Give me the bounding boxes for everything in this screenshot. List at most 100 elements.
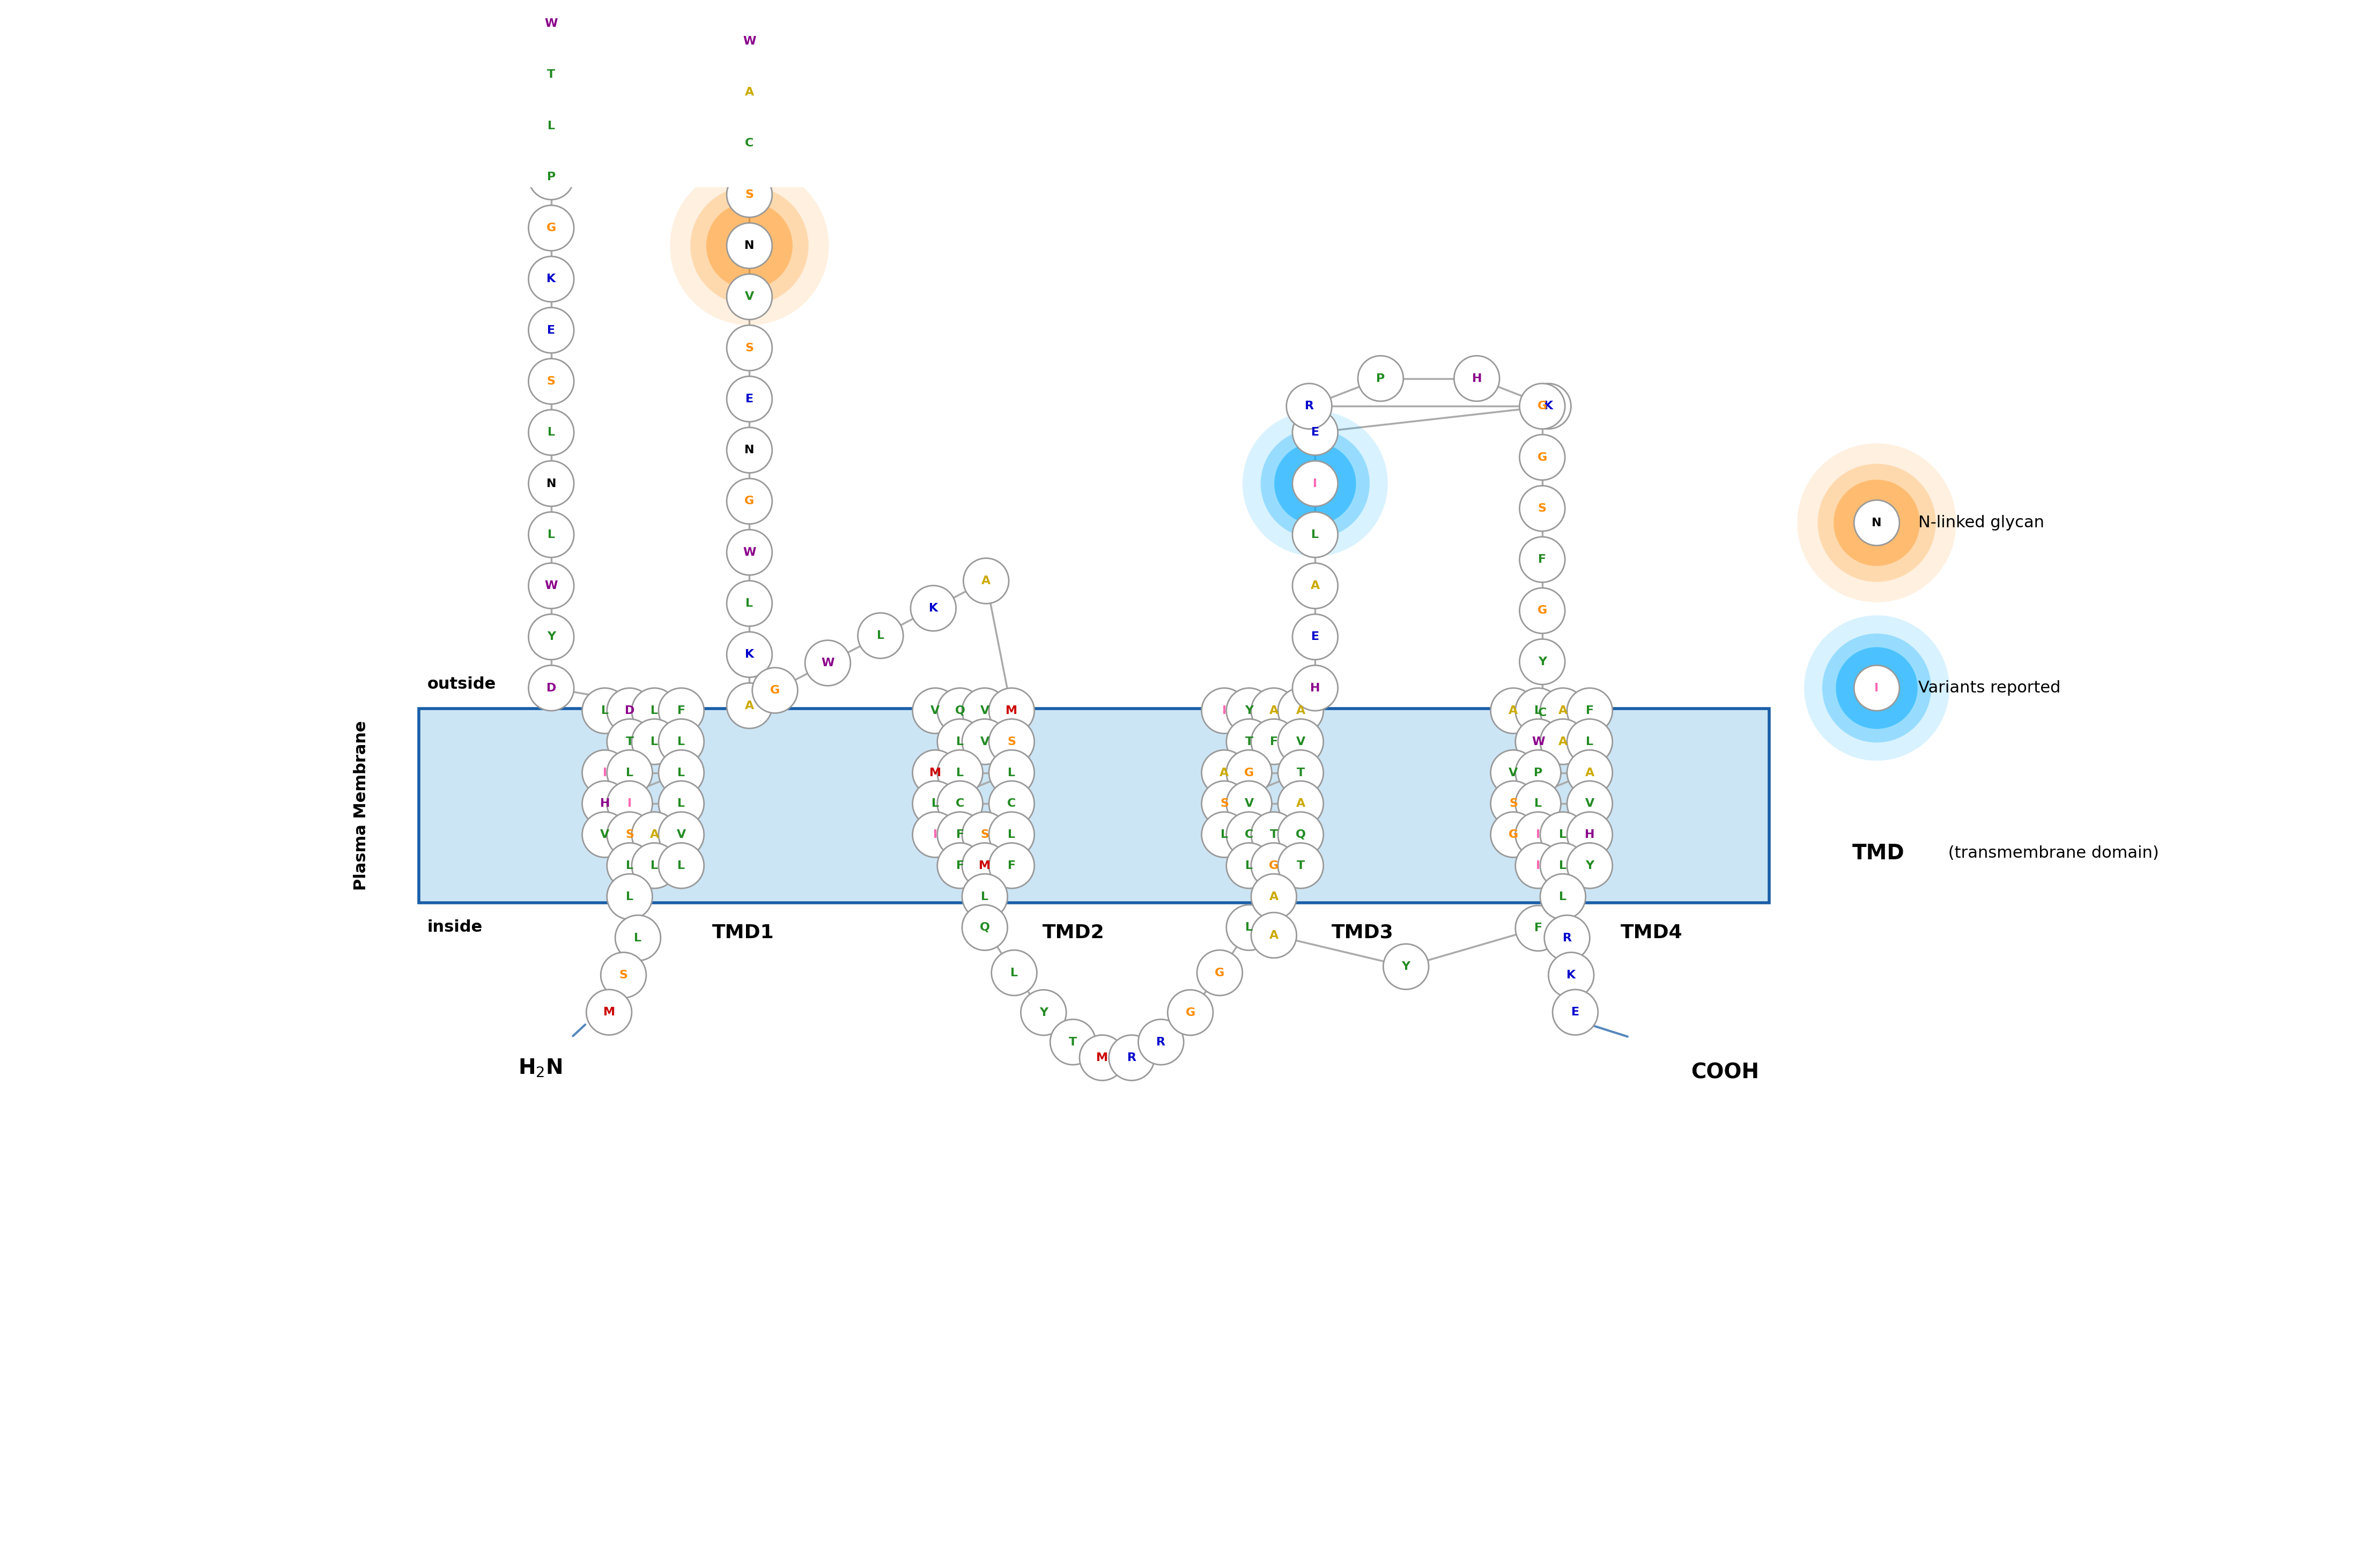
Text: M: M bbox=[928, 767, 940, 778]
Circle shape bbox=[962, 873, 1007, 920]
Circle shape bbox=[1516, 687, 1561, 734]
Text: V: V bbox=[981, 706, 990, 715]
Circle shape bbox=[726, 428, 771, 473]
Text: H: H bbox=[1585, 829, 1595, 840]
Circle shape bbox=[528, 359, 574, 405]
Circle shape bbox=[912, 812, 957, 858]
Text: K: K bbox=[1545, 401, 1552, 411]
Text: Variants reported: Variants reported bbox=[1918, 681, 2061, 695]
Text: C: C bbox=[745, 137, 754, 148]
Circle shape bbox=[1566, 719, 1611, 764]
Circle shape bbox=[1540, 687, 1585, 734]
Text: G: G bbox=[1537, 606, 1547, 615]
Text: L: L bbox=[547, 426, 555, 437]
Text: W: W bbox=[821, 658, 835, 669]
Text: inside: inside bbox=[428, 920, 483, 936]
Text: A: A bbox=[1269, 706, 1278, 715]
Text: L: L bbox=[678, 736, 685, 747]
Text: L: L bbox=[650, 861, 659, 872]
Circle shape bbox=[583, 781, 628, 826]
Text: S: S bbox=[547, 376, 555, 387]
Circle shape bbox=[1081, 1036, 1126, 1081]
Circle shape bbox=[1383, 943, 1428, 989]
Circle shape bbox=[726, 223, 771, 269]
Text: V: V bbox=[931, 706, 940, 715]
Circle shape bbox=[1226, 781, 1271, 826]
Circle shape bbox=[912, 687, 957, 734]
Circle shape bbox=[1516, 781, 1561, 826]
Circle shape bbox=[1261, 430, 1368, 537]
Circle shape bbox=[1292, 461, 1338, 506]
Circle shape bbox=[659, 781, 704, 826]
Text: V: V bbox=[981, 736, 990, 747]
Circle shape bbox=[1050, 1020, 1095, 1065]
Circle shape bbox=[1516, 812, 1561, 858]
Circle shape bbox=[1540, 843, 1585, 889]
Circle shape bbox=[1278, 719, 1323, 764]
Circle shape bbox=[1818, 464, 1935, 583]
Circle shape bbox=[857, 612, 904, 658]
Text: A: A bbox=[1297, 798, 1304, 809]
Text: T: T bbox=[1297, 861, 1304, 872]
Circle shape bbox=[528, 409, 574, 455]
Circle shape bbox=[528, 205, 574, 251]
Circle shape bbox=[1226, 750, 1271, 795]
Circle shape bbox=[938, 843, 983, 889]
Text: I: I bbox=[628, 798, 631, 809]
Text: I: I bbox=[1535, 861, 1540, 872]
Circle shape bbox=[990, 812, 1035, 858]
Circle shape bbox=[938, 719, 983, 764]
Text: G: G bbox=[745, 495, 754, 506]
Text: L: L bbox=[1559, 892, 1566, 901]
Circle shape bbox=[1202, 781, 1247, 826]
Text: L: L bbox=[1007, 829, 1016, 840]
Text: R: R bbox=[1128, 1053, 1135, 1064]
Text: H: H bbox=[600, 798, 609, 809]
Circle shape bbox=[583, 750, 628, 795]
Circle shape bbox=[690, 186, 809, 305]
Text: L: L bbox=[602, 706, 609, 715]
Text: L: L bbox=[957, 767, 964, 778]
Text: F: F bbox=[1271, 736, 1278, 747]
Circle shape bbox=[1252, 812, 1297, 858]
Circle shape bbox=[1490, 687, 1535, 734]
Text: K: K bbox=[745, 650, 754, 659]
Circle shape bbox=[1490, 750, 1535, 795]
Circle shape bbox=[1552, 990, 1597, 1036]
Circle shape bbox=[1292, 409, 1338, 455]
Circle shape bbox=[726, 0, 771, 12]
Circle shape bbox=[1518, 486, 1566, 531]
Circle shape bbox=[1566, 750, 1611, 795]
Text: Y: Y bbox=[1040, 1007, 1047, 1018]
Circle shape bbox=[528, 562, 574, 609]
Circle shape bbox=[964, 558, 1009, 603]
Circle shape bbox=[726, 633, 771, 678]
Text: I: I bbox=[933, 829, 938, 840]
Circle shape bbox=[1278, 843, 1323, 889]
Text: N: N bbox=[547, 478, 557, 489]
Circle shape bbox=[990, 687, 1035, 734]
Circle shape bbox=[1252, 843, 1297, 889]
Circle shape bbox=[607, 750, 652, 795]
Text: W: W bbox=[1533, 736, 1545, 747]
Text: H: H bbox=[1309, 683, 1321, 694]
Circle shape bbox=[962, 904, 1007, 950]
Circle shape bbox=[726, 273, 771, 320]
Text: F: F bbox=[678, 706, 685, 715]
Circle shape bbox=[1292, 665, 1338, 711]
Text: S: S bbox=[745, 342, 754, 353]
Circle shape bbox=[1540, 873, 1585, 920]
Circle shape bbox=[938, 687, 983, 734]
Text: Y: Y bbox=[1402, 961, 1411, 972]
Circle shape bbox=[726, 19, 771, 64]
Text: G: G bbox=[1509, 829, 1518, 840]
Text: L: L bbox=[931, 798, 940, 809]
Circle shape bbox=[1226, 812, 1271, 858]
Text: A: A bbox=[745, 700, 754, 711]
Circle shape bbox=[1835, 647, 1918, 729]
Text: G: G bbox=[771, 686, 781, 695]
Circle shape bbox=[1252, 873, 1297, 920]
Text: S: S bbox=[1221, 798, 1228, 809]
Text: S: S bbox=[745, 189, 754, 200]
Text: R: R bbox=[1561, 933, 1571, 943]
